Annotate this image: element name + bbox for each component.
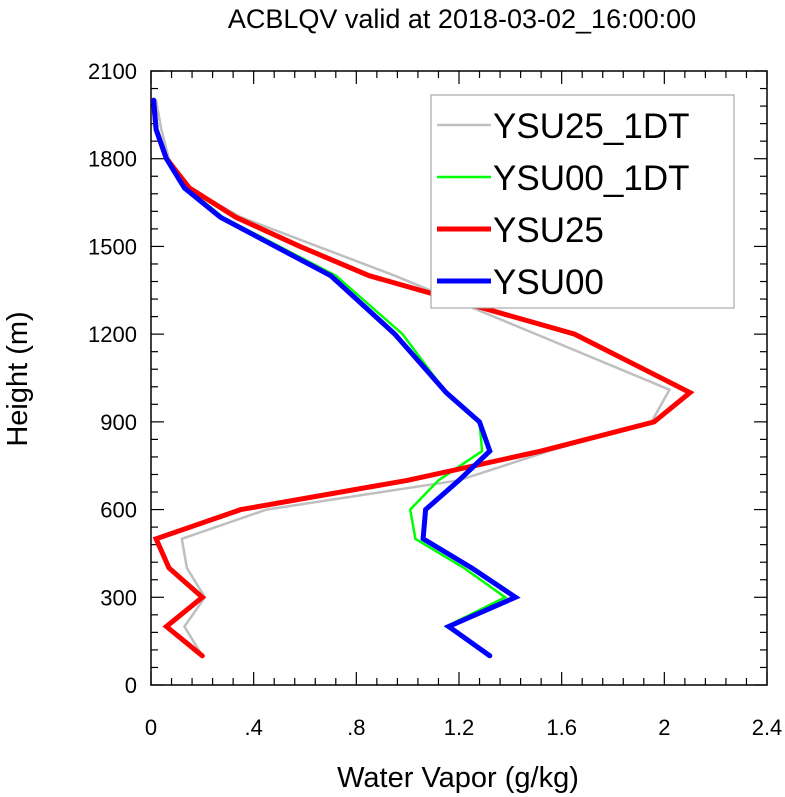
legend-label: YSU25: [493, 211, 604, 250]
legend: YSU25_1DT YSU00_1DT YSU25 YSU00: [430, 94, 735, 309]
y-tick-label: 1200: [88, 322, 137, 347]
x-tick-label: 0: [145, 715, 157, 740]
y-tick-label: 600: [100, 498, 137, 523]
x-tick-label: 1.2: [444, 715, 475, 740]
y-tick-label: 2100: [88, 59, 137, 84]
series-line-ysu00: [151, 97, 521, 659]
axis-ticks: [150, 70, 768, 686]
data-lines: [151, 97, 695, 659]
legend-label: YSU25_1DT: [493, 107, 689, 146]
legend-box: [430, 94, 735, 309]
y-tick-label: 900: [100, 410, 137, 435]
y-axis-label: Height (m): [2, 311, 34, 446]
x-tick-label: .8: [347, 715, 365, 740]
series-line-ysu25: [151, 97, 695, 659]
x-tick-label: .4: [244, 715, 262, 740]
x-tick-label: 2.4: [752, 715, 783, 740]
legend-label: YSU00: [493, 263, 604, 302]
x-tick-label: 2: [658, 715, 670, 740]
y-tick-label: 0: [125, 673, 137, 698]
y-tick-label: 1800: [88, 147, 137, 172]
y-tick-label: 1500: [88, 234, 137, 259]
legend-label: YSU00_1DT: [493, 159, 689, 198]
x-axis-label: Water Vapor (g/kg): [337, 762, 579, 794]
x-tick-label: 1.6: [546, 715, 577, 740]
chart-title: ACBLQV valid at 2018-03-02_16:00:00: [228, 4, 696, 34]
y-tick-label: 300: [100, 585, 137, 610]
axis-tick-labels: 0 .4 .8 1.2 1.6 2 2.4 0 300 600 900 1200 1500 1800 210…: [88, 59, 782, 740]
